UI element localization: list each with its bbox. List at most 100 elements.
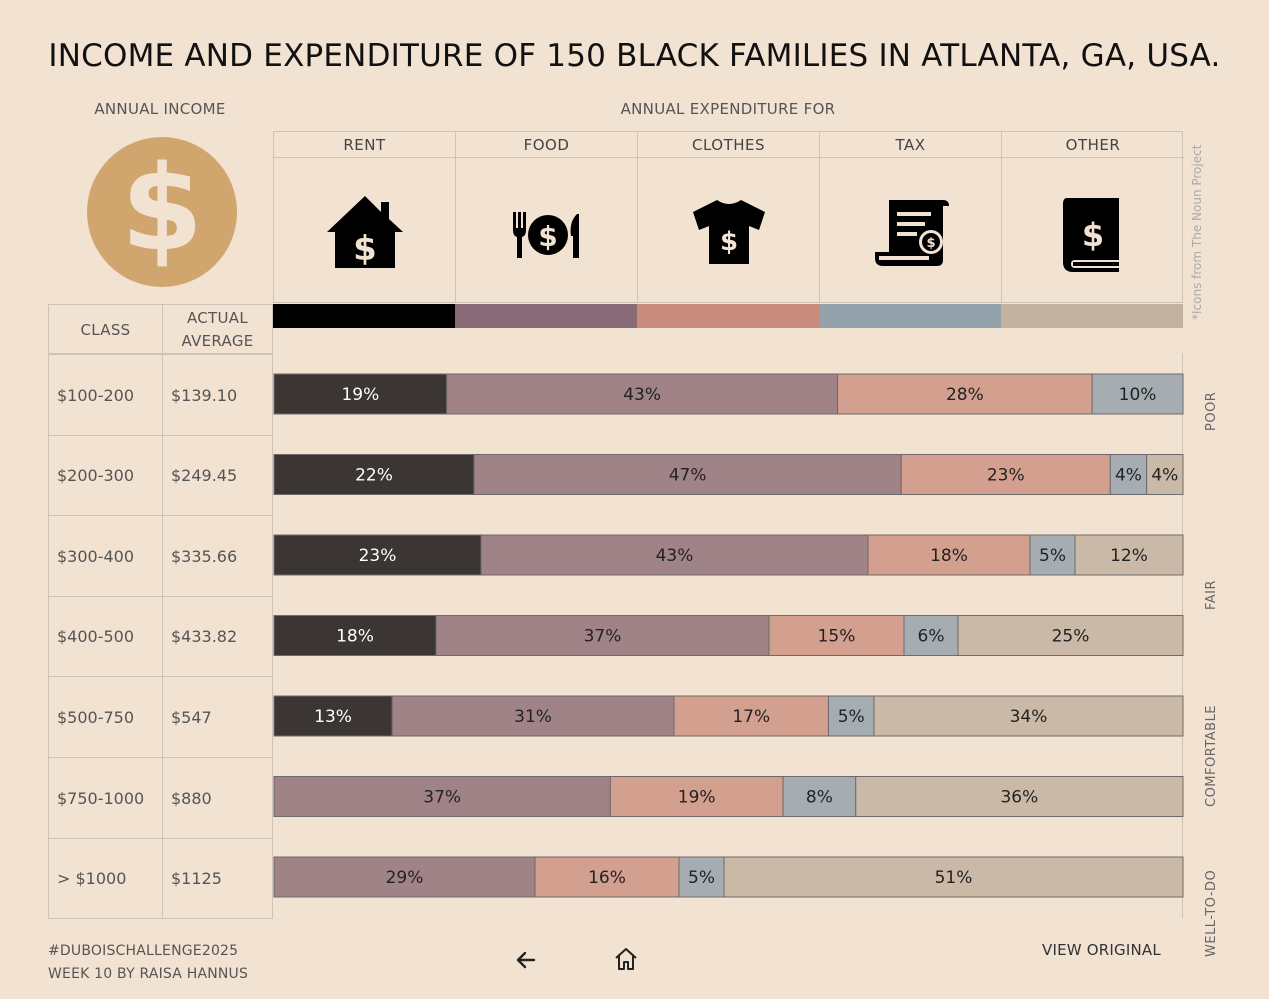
bar-segment-other [723,856,1184,898]
table-cell-class: $400-500 [48,596,163,677]
stacked-bar-chart: 19% 43% 28% 10% 22% 47% 23% 4% 4% 23% 43% 18% 5% 12% 1… [273,373,1184,898]
bar-segment-other [1074,534,1184,576]
shirt-dollar-icon: $ [692,200,765,264]
data-label: 29% [386,868,424,888]
table-cell-average: $1125 [162,838,273,919]
data-label: 12% [1110,546,1148,566]
data-label: 18% [336,627,374,647]
table-cell-class: $300-400 [48,515,163,597]
data-label: 5% [1039,546,1066,566]
column-header-class: CLASS [48,304,163,354]
table-cell-class: $200-300 [48,435,163,516]
bar-segment-tax [782,776,857,817]
bar-segment-food [273,776,611,817]
swatch-food [455,304,637,328]
svg-text:$: $ [719,227,737,257]
group-label-poor: POOR [1204,391,1219,431]
data-label: 51% [935,868,973,888]
bar-segment-rent [273,534,482,576]
page-title: INCOME AND EXPENDITURE OF 150 BLACK FAMI… [48,38,1221,74]
swatch-other [1001,304,1183,328]
back-arrow-icon[interactable] [512,946,540,974]
data-label: 37% [423,788,461,808]
bar-segment-clothes [867,534,1031,576]
bar-segment-clothes [609,776,784,817]
home-icon[interactable] [612,945,640,973]
category-food: FOOD $ [456,132,638,302]
data-label: 34% [1010,707,1048,727]
bar-segment-food [480,534,869,576]
data-label: 8% [806,788,833,808]
bar-segment-rent [273,454,475,495]
bar-segment-rent [273,373,448,415]
data-label: 37% [584,627,622,647]
table-cell-average: $433.82 [162,596,273,677]
data-label: 22% [355,466,393,486]
data-label: 36% [1000,788,1038,808]
data-label: 15% [818,627,856,647]
group-label-well-to-do: WELL-TO-DO [1204,869,1219,957]
table-cell-average: $880 [162,757,273,839]
table-cell-average: $547 [162,676,273,758]
data-label: 4% [1115,466,1142,486]
dollar-coin-icon: $ [87,137,237,287]
data-label: 16% [588,868,626,888]
category-other: OTHER $ [1002,132,1184,302]
table-cell-average: $249.45 [162,435,273,516]
plate-dollar-icon: $ [512,212,579,258]
bar-segment-food [273,856,536,898]
group-label-comfortable: COMFORTABLE [1204,704,1219,807]
category-label: FOOD [456,132,637,158]
category-header-grid: RENT $ FOOD $ CLOTHES $ TAX $ [273,131,1184,303]
icon-credit: *Icons from The Noun Project [1190,144,1204,320]
data-label: 6% [918,627,945,647]
bar-segment-other [957,615,1184,656]
category-tax: TAX $ [820,132,1002,302]
svg-text:$: $ [926,236,935,251]
bar-segment-tax [678,856,725,898]
book-dollar-icon: $ [1063,198,1119,272]
annual-expenditure-header: ANNUAL EXPENDITURE FOR [620,100,836,118]
table-cell-average: $335.66 [162,515,273,597]
data-label: 5% [688,868,715,888]
svg-text:$: $ [121,139,203,277]
bar-segment-tax [1029,534,1076,576]
hashtag: #DUBOISCHALLENGE2025 [48,943,239,959]
swatch-rent [273,304,455,328]
data-label: 10% [1119,385,1157,405]
category-label: OTHER [1002,132,1184,158]
bar-segment-tax [1109,454,1148,495]
byline: WEEK 10 BY RAISA HANNUS [48,966,249,982]
bar-segment-rent [273,695,393,737]
table-cell-class: $750-1000 [48,757,163,839]
bar-segment-tax [1091,373,1184,415]
data-label: 19% [341,385,379,405]
data-label: 18% [930,546,968,566]
column-header-actual-average: ACTUAL AVERAGE [162,304,273,354]
data-label: 5% [838,707,865,727]
data-label: 19% [678,788,716,808]
category-label: TAX [820,132,1001,158]
bar-segment-other [873,695,1184,737]
table-cell-class: $500-750 [48,676,163,758]
bar-segment-other [1146,454,1184,495]
bar-segment-clothes [673,695,829,737]
view-original-link[interactable]: VIEW ORIGINAL [1042,941,1161,959]
bar-segment-other [855,776,1184,817]
bar-segment-food [435,615,770,656]
group-label-fair: FAIR [1204,579,1219,610]
data-label: 23% [987,466,1025,486]
bar-segment-clothes [534,856,680,898]
bar-segment-food [446,373,839,415]
table-cell-class: $100-200 [48,354,163,436]
data-label: 25% [1052,627,1090,647]
swatch-clothes [637,304,819,328]
svg-text:$: $ [353,229,377,269]
svg-text:$: $ [538,220,557,253]
table-cell-class: > $1000 [48,838,163,919]
data-label: 43% [656,546,694,566]
footer-credits: #DUBOISCHALLENGE2025 WEEK 10 BY RAISA HA… [48,940,248,986]
receipt-dollar-icon: $ [874,200,949,266]
data-label: 43% [623,385,661,405]
data-label: 47% [669,466,707,486]
